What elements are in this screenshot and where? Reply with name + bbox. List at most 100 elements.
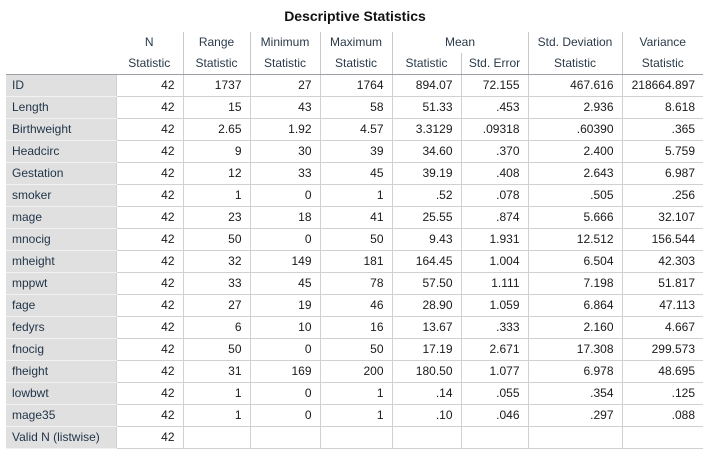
table-cell	[182, 426, 250, 449]
table-cell	[249, 426, 320, 449]
table-cell: 58	[319, 96, 392, 119]
table-cell: 12	[182, 162, 250, 185]
table-cell: 43	[249, 96, 320, 119]
table-cell: 33	[249, 162, 320, 185]
table-row: fheight 42 31 169 200 180.50 1.077 6.978 48.695	[6, 360, 703, 383]
table-row: Length 42 15 43 58 51.33.453 2.936 8.618	[6, 96, 703, 119]
table-cell: 42	[115, 316, 183, 339]
header-minimum: Minimum	[249, 32, 320, 53]
table-cell: 1.059	[460, 294, 528, 317]
table-cell: 32	[182, 250, 250, 273]
table-cell: 31	[182, 360, 250, 383]
table-cell: 42	[115, 140, 183, 163]
row-label: Valid N (listwise)	[6, 426, 116, 449]
subheader-cell: Statistic	[621, 53, 703, 75]
table-cell: 1.077	[460, 360, 528, 383]
table-cell: .055	[460, 382, 528, 405]
corner-cell	[6, 32, 116, 53]
table-row: Gestation 42 12 33 45 39.19.408 2.643 6.987	[6, 162, 703, 185]
header-row-1: N Range Minimum Maximum Mean Std. Deviat…	[6, 32, 703, 53]
header-variance: Variance	[621, 32, 703, 53]
table-cell: .52	[391, 184, 461, 207]
table-row: mage35 42 1 0 1.10.046.297.088	[6, 404, 703, 427]
table-cell: 1.111	[460, 272, 528, 295]
table-cell: .408	[460, 162, 528, 185]
table-cell: 34.60	[391, 140, 461, 163]
table-cell: 0	[249, 382, 320, 405]
table-cell: 0	[249, 338, 320, 361]
table-cell: 57.50	[391, 272, 461, 295]
table-cell: 48.695	[621, 360, 703, 383]
subheader-cell: Statistic	[527, 53, 622, 75]
table-cell: 8.618	[621, 96, 703, 119]
table-cell: 2.671	[460, 338, 528, 361]
table-cell: 1737	[182, 74, 250, 97]
table-cell: 1	[182, 404, 250, 427]
table-cell: 50	[319, 338, 392, 361]
table-cell: 42	[115, 162, 183, 185]
table-cell: 2.65	[182, 118, 250, 141]
table-row: lowbwt 42 1 0 1.14.055.354.125	[6, 382, 703, 405]
table-cell: 32.107	[621, 206, 703, 229]
table-row: Headcirc 42 9 30 39 34.60.370 2.400 5.759	[6, 140, 703, 163]
table-row: mnocig 42 50 0 50 9.43 1.931 12.512 156.544	[6, 228, 703, 251]
table-cell: 45	[249, 272, 320, 295]
table-cell: .088	[621, 404, 703, 427]
table-cell: 13.67	[391, 316, 461, 339]
table-cell: 42.303	[621, 250, 703, 273]
table-row: mage 42 23 18 41 25.55.874 5.666 32.107	[6, 206, 703, 229]
table-row: fage 42 27 19 46 28.90 1.059 6.864 47.113	[6, 294, 703, 317]
table-cell: 6.504	[527, 250, 622, 273]
table-cell: 28.90	[391, 294, 461, 317]
table-cell: 2.400	[527, 140, 622, 163]
table-cell	[391, 426, 461, 449]
table-cell: 15	[182, 96, 250, 119]
table-cell: 5.666	[527, 206, 622, 229]
table-cell: .046	[460, 404, 528, 427]
table-cell: 39.19	[391, 162, 461, 185]
table-cell: 42	[115, 250, 183, 273]
table-cell: .333	[460, 316, 528, 339]
table-row: fedyrs 42 6 10 16 13.67.333 2.160 4.667	[6, 316, 703, 339]
subheader-cell: Statistic	[391, 53, 461, 75]
table-cell: 33	[182, 272, 250, 295]
subheader-cell: Statistic	[249, 53, 320, 75]
table-cell: 42	[115, 96, 183, 119]
table-cell: .370	[460, 140, 528, 163]
header-std-deviation: Std. Deviation	[527, 32, 622, 53]
table-cell: 72.155	[460, 74, 528, 97]
table-cell: 2.643	[527, 162, 622, 185]
subheader-cell: Std. Error	[460, 53, 528, 75]
row-label: lowbwt	[6, 382, 116, 405]
table-row: fnocig 42 50 0 50 17.19 2.671 17.308 299.573	[6, 338, 703, 361]
table-cell: .453	[460, 96, 528, 119]
table-cell: 2.936	[527, 96, 622, 119]
row-label: fnocig	[6, 338, 116, 361]
header-mean: Mean	[391, 32, 528, 53]
table-cell: 42	[115, 382, 183, 405]
table-cell: 164.45	[391, 250, 461, 273]
table-cell: 19	[249, 294, 320, 317]
table-cell: 12.512	[527, 228, 622, 251]
table-cell: 6	[182, 316, 250, 339]
header-range: Range	[182, 32, 250, 53]
table-cell: 47.113	[621, 294, 703, 317]
row-label: mheight	[6, 250, 116, 273]
table-cell: 4.667	[621, 316, 703, 339]
table-cell: 45	[319, 162, 392, 185]
table-cell: 180.50	[391, 360, 461, 383]
table-cell: 299.573	[621, 338, 703, 361]
table-cell: 156.544	[621, 228, 703, 251]
table-cell: 41	[319, 206, 392, 229]
table-cell: 17.19	[391, 338, 461, 361]
row-label: mnocig	[6, 228, 116, 251]
table-cell: 0	[249, 228, 320, 251]
table-cell: 1.92	[249, 118, 320, 141]
header-n: N	[144, 35, 154, 49]
table-cell: .14	[391, 382, 461, 405]
table-cell: 2.160	[527, 316, 622, 339]
table-cell: 50	[182, 228, 250, 251]
table-cell: 30	[249, 140, 320, 163]
table-cell: 42	[115, 426, 183, 449]
table-cell: .297	[527, 404, 622, 427]
